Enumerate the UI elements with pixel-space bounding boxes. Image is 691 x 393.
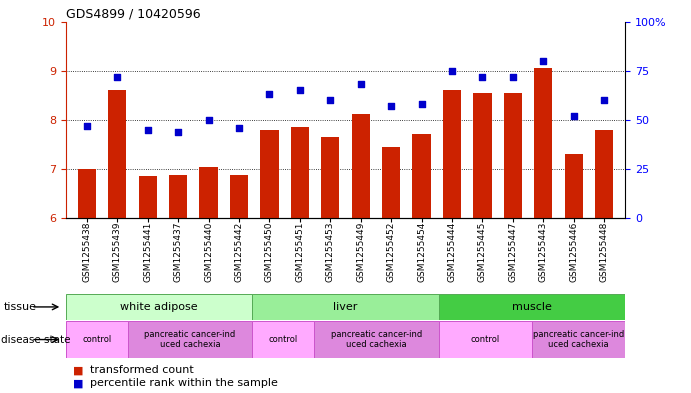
Bar — [595, 130, 613, 218]
Text: GSM1255441: GSM1255441 — [143, 222, 152, 282]
Text: GSM1255440: GSM1255440 — [204, 222, 213, 282]
Text: GSM1255439: GSM1255439 — [113, 222, 122, 282]
Bar — [532, 321, 625, 358]
Bar — [128, 321, 252, 358]
Bar — [252, 294, 439, 320]
Bar — [66, 294, 252, 320]
Text: GSM1255438: GSM1255438 — [82, 222, 91, 282]
Bar — [200, 167, 218, 218]
Text: pancreatic cancer-ind
uced cachexia: pancreatic cancer-ind uced cachexia — [144, 330, 236, 349]
Bar — [443, 90, 461, 218]
Text: GSM1255442: GSM1255442 — [234, 222, 243, 282]
Text: disease state: disease state — [1, 334, 70, 345]
Point — [386, 103, 397, 109]
Text: GSM1255446: GSM1255446 — [569, 222, 578, 282]
Point — [173, 129, 184, 135]
Bar — [108, 90, 126, 218]
Bar — [139, 176, 157, 218]
Bar — [504, 93, 522, 218]
Text: GSM1255443: GSM1255443 — [539, 222, 548, 282]
Text: GSM1255454: GSM1255454 — [417, 222, 426, 282]
Text: GSM1255445: GSM1255445 — [478, 222, 487, 282]
Text: ■: ■ — [73, 365, 83, 375]
Bar — [352, 114, 370, 218]
Point — [507, 73, 518, 80]
Text: pancreatic cancer-ind
uced cachexia: pancreatic cancer-ind uced cachexia — [533, 330, 625, 349]
Point — [568, 113, 579, 119]
Bar — [321, 137, 339, 218]
Bar — [252, 321, 314, 358]
Bar — [439, 321, 532, 358]
Bar — [314, 321, 439, 358]
Text: control: control — [82, 335, 111, 344]
Text: ■: ■ — [73, 378, 83, 388]
Text: muscle: muscle — [512, 302, 552, 312]
Text: GSM1255447: GSM1255447 — [509, 222, 518, 282]
Text: GSM1255444: GSM1255444 — [448, 222, 457, 282]
Point — [325, 97, 336, 103]
Point — [416, 101, 427, 107]
Text: percentile rank within the sample: percentile rank within the sample — [90, 378, 278, 388]
Point — [142, 127, 153, 133]
Text: GSM1255452: GSM1255452 — [387, 222, 396, 282]
Bar — [230, 175, 248, 218]
Point — [446, 68, 457, 74]
Text: GSM1255453: GSM1255453 — [325, 222, 335, 282]
Point — [598, 97, 609, 103]
Bar — [291, 127, 309, 218]
Text: white adipose: white adipose — [120, 302, 198, 312]
Text: GSM1255450: GSM1255450 — [265, 222, 274, 282]
Text: GSM1255451: GSM1255451 — [295, 222, 304, 282]
Bar — [382, 147, 400, 218]
Point — [294, 87, 305, 94]
Text: tissue: tissue — [3, 302, 37, 312]
Text: liver: liver — [333, 302, 358, 312]
Bar — [261, 130, 278, 218]
Bar — [439, 294, 625, 320]
Text: GDS4899 / 10420596: GDS4899 / 10420596 — [66, 7, 200, 20]
Text: pancreatic cancer-ind
uced cachexia: pancreatic cancer-ind uced cachexia — [331, 330, 422, 349]
Point — [477, 73, 488, 80]
Point — [234, 125, 245, 131]
Point — [82, 123, 93, 129]
Text: control: control — [471, 335, 500, 344]
Point — [264, 91, 275, 97]
Bar — [413, 134, 430, 218]
Point — [538, 58, 549, 64]
Text: GSM1255449: GSM1255449 — [356, 222, 366, 282]
Text: GSM1255437: GSM1255437 — [173, 222, 182, 282]
Bar — [565, 154, 583, 218]
Point — [112, 73, 123, 80]
Bar — [534, 68, 552, 218]
Bar — [66, 321, 128, 358]
Point — [355, 81, 366, 88]
Bar — [473, 93, 491, 218]
Bar — [78, 169, 96, 218]
Text: control: control — [269, 335, 298, 344]
Text: transformed count: transformed count — [90, 365, 193, 375]
Text: GSM1255448: GSM1255448 — [600, 222, 609, 282]
Point — [203, 117, 214, 123]
Bar — [169, 175, 187, 218]
